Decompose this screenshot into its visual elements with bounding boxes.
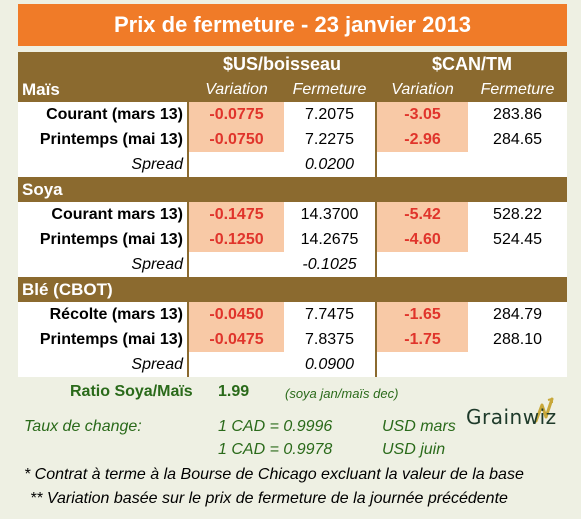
cad-close-cell: 288.10 <box>493 330 542 348</box>
price-table: $US/boisseau $CAN/TM Maïs Variation Ferm… <box>18 52 568 377</box>
usd-variation-cell: -0.1250 <box>187 227 284 252</box>
cad-variation-cell: -2.96 <box>376 127 469 152</box>
spread-row: Spread -0.1025 <box>18 252 567 277</box>
cad-close-cell: 528.22 <box>493 205 542 223</box>
usd-variation-cell: -0.0450 <box>187 302 284 327</box>
logo-mark-icon <box>534 397 554 423</box>
ratio-value: 1.99 <box>218 383 250 400</box>
exchange-rate-1: 1 CAD = 0.9996 <box>218 418 333 435</box>
empty-cell <box>284 177 377 202</box>
spread-label: Spread <box>131 155 183 173</box>
table-row: Récolte (mars 13) -0.0450 7.7475 -1.65 2… <box>18 302 567 327</box>
cad-fermeture-header: Fermeture <box>468 77 568 102</box>
table-row: Courant (mars 13) -0.0775 7.2075 -3.05 2… <box>18 102 567 127</box>
usd-close-cell: 7.7475 <box>284 302 378 327</box>
usd-close-cell: 7.8375 <box>284 327 378 352</box>
usd-variation-cell: -0.0775 <box>187 102 284 127</box>
empty-cell <box>468 352 567 377</box>
section-name: Maïs <box>18 77 188 102</box>
empty-cell <box>187 352 284 377</box>
empty-cell <box>375 177 469 202</box>
footnote-variation: ** Variation basée sur le prix de fermet… <box>30 490 508 507</box>
table-row: Printemps (mai 13) -0.1250 14.2675 -4.60… <box>18 227 567 252</box>
usd-close-cell: 7.2275 <box>284 127 378 152</box>
empty-cell <box>468 177 568 202</box>
report-title: Prix de fermeture - 23 janvier 2013 <box>18 4 567 46</box>
cad-variation-cell: -1.75 <box>376 327 469 352</box>
cad-close-cell: 283.86 <box>493 105 542 123</box>
cad-variation-cell: -4.60 <box>376 227 469 252</box>
grainwiz-logo: Grainwiz <box>466 395 566 435</box>
cad-variation-cell: -5.42 <box>376 202 469 227</box>
empty-cell <box>468 252 567 277</box>
ratio-note: (soya jan/maïs dec) <box>285 386 399 401</box>
empty-cell <box>187 252 284 277</box>
section-header-wheat: Blé (CBOT) <box>18 277 568 302</box>
usd-variation-cell: -0.1475 <box>187 202 284 227</box>
empty-cell <box>468 152 567 177</box>
usd-variation-cell: -0.0475 <box>187 327 284 352</box>
exchange-rate-2-unit: USD juin <box>382 441 446 458</box>
cad-variation-header: Variation <box>375 77 469 102</box>
cad-close-cell: 284.79 <box>493 305 542 323</box>
empty-cell <box>187 177 284 202</box>
table-row: Printemps (mai 13) -0.0475 7.8375 -1.75 … <box>18 327 567 352</box>
spread-row: Spread 0.0900 <box>18 352 567 377</box>
exchange-rate-1-unit: USD mars <box>382 418 456 435</box>
empty-cell <box>187 152 284 177</box>
row-label: Récolte (mars 13) <box>49 305 183 323</box>
empty-cell <box>376 152 468 177</box>
spread-value: 0.0900 <box>284 352 378 377</box>
section-name: Blé (CBOT) <box>18 277 188 302</box>
spread-value: -0.1025 <box>284 252 378 277</box>
usd-close-cell: 14.2675 <box>284 227 378 252</box>
row-label: Printemps (mai 13) <box>39 130 183 148</box>
usd-variation-cell: -0.0750 <box>187 127 284 152</box>
row-label: Printemps (mai 13) <box>39 230 183 248</box>
section-header-corn: Maïs Variation Fermeture Variation Ferme… <box>18 77 568 102</box>
cad-close-cell: 524.45 <box>493 230 542 248</box>
header-spacer <box>18 52 188 77</box>
spread-label: Spread <box>131 255 183 273</box>
cad-close-cell: 284.65 <box>493 130 542 148</box>
ratio-label: Ratio Soya/Maïs <box>70 383 193 400</box>
exchange-label: Taux de change: <box>24 418 142 435</box>
section-header-soy: Soya <box>18 177 568 202</box>
footnote-contract: * Contrat à terme à la Bourse de Chicago… <box>24 466 524 483</box>
cad-unit-header: $CAN/TM <box>375 52 568 77</box>
spread-label: Spread <box>131 355 183 373</box>
logo-text: Grainwiz <box>466 405 557 429</box>
usd-variation-header: Variation <box>187 77 284 102</box>
spread-value: 0.0200 <box>284 152 378 177</box>
empty-cell <box>187 277 284 302</box>
empty-cell <box>284 277 377 302</box>
table-row: Printemps (mai 13) -0.0750 7.2275 -2.96 … <box>18 127 567 152</box>
empty-cell <box>376 352 468 377</box>
row-label: Courant mars 13) <box>51 205 183 223</box>
exchange-rate-2: 1 CAD = 0.9978 <box>218 441 333 458</box>
spread-row: Spread 0.0200 <box>18 152 567 177</box>
usd-fermeture-header: Fermeture <box>284 77 377 102</box>
cad-variation-cell: -3.05 <box>376 102 469 127</box>
cad-variation-cell: -1.65 <box>376 302 469 327</box>
empty-cell <box>375 277 469 302</box>
usd-close-cell: 7.2075 <box>284 102 378 127</box>
table-row: Courant mars 13) -0.1475 14.3700 -5.42 5… <box>18 202 567 227</box>
row-label: Printemps (mai 13) <box>39 330 183 348</box>
empty-cell <box>376 252 468 277</box>
section-name: Soya <box>18 177 188 202</box>
unit-header-row: $US/boisseau $CAN/TM <box>18 52 568 77</box>
empty-cell <box>468 277 568 302</box>
usd-close-cell: 14.3700 <box>284 202 378 227</box>
row-label: Courant (mars 13) <box>46 105 183 123</box>
usd-unit-header: $US/boisseau <box>186 52 377 77</box>
